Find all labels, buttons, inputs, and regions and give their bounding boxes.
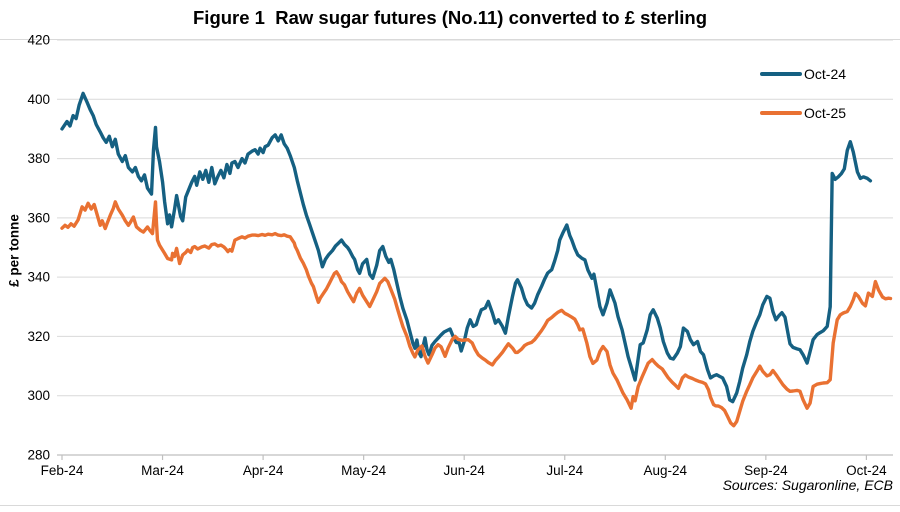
series-line-oct-25: [60, 200, 893, 428]
source-note: Sources: Sugaronline, ECB: [722, 477, 893, 493]
x-tick-label: Mar-24: [141, 463, 184, 478]
legend-label-oct-25: Oct-25: [804, 105, 847, 121]
legend-item-oct-24: Oct-24: [760, 64, 846, 84]
chart-title: Figure 1 Raw sugar futures (No.11) conve…: [193, 7, 707, 28]
x-tick-label: Aug-24: [644, 463, 688, 478]
x-tick-label: Apr-24: [243, 463, 284, 478]
y-tick-label: 300: [27, 388, 50, 403]
y-tick-label: 280: [27, 448, 50, 463]
chart-legend: Oct-24 Oct-25: [760, 64, 846, 123]
legend-item-oct-25: Oct-25: [760, 103, 846, 123]
series-line-oct-24: [60, 91, 873, 404]
x-tick-label: Oct-24: [846, 463, 887, 478]
y-tick-label: 420: [27, 33, 50, 48]
x-tick-label: Jun-24: [444, 463, 486, 478]
oct-24-line-swatch: [760, 72, 802, 76]
x-tick-label: Sep-24: [744, 463, 788, 478]
y-tick-label: 400: [27, 92, 50, 107]
x-tick-label: Jul-24: [546, 463, 583, 478]
y-tick-label: 340: [27, 270, 50, 285]
bottom-divider: [0, 505, 900, 506]
oct-25-line-swatch: [760, 111, 802, 115]
y-tick-label: 380: [27, 151, 50, 166]
x-tick-label: May-24: [341, 463, 387, 478]
x-tick-label: Feb-24: [41, 463, 84, 478]
legend-label-oct-24: Oct-24: [804, 66, 847, 82]
y-tick-label: 320: [27, 329, 50, 344]
y-tick-label: 360: [27, 210, 50, 225]
